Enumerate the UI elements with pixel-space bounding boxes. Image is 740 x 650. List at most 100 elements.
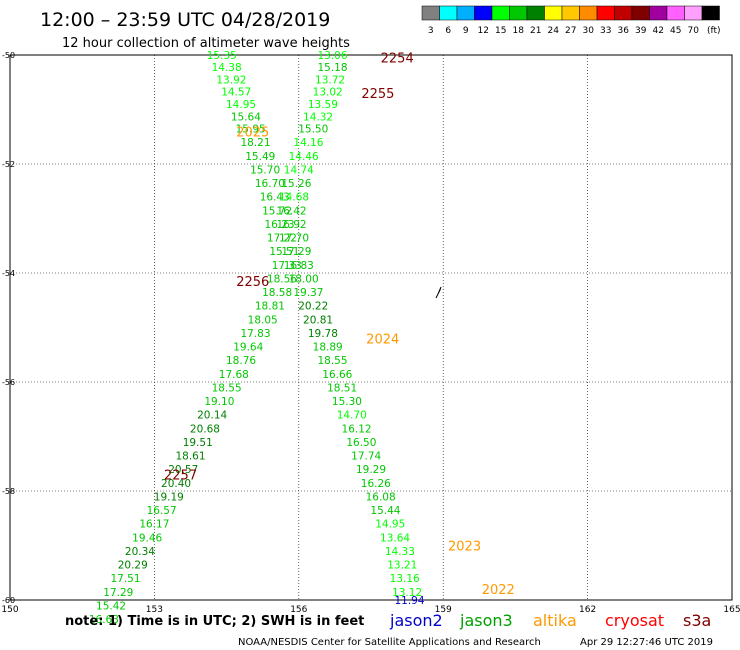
wave-height-value: 15.72 — [262, 205, 292, 217]
y-tick-label: -52 — [2, 160, 15, 169]
wave-height-value: 14.57 — [221, 87, 251, 99]
wave-height-value: 14.74 — [284, 164, 314, 176]
wave-height-value: 16.43 — [260, 192, 290, 204]
wave-height-value: 15.42 — [96, 600, 126, 612]
wave-height-value: 18.21 — [240, 137, 270, 149]
wave-height-value: 16.63 — [89, 614, 119, 626]
wave-height-value: 16.23 — [265, 219, 295, 231]
wave-height-value: 14.95 — [375, 519, 405, 531]
scale-label: 24 — [548, 26, 560, 36]
wave-height-value: 17.83 — [240, 328, 270, 340]
scale-label: 33 — [600, 26, 611, 36]
wave-height-value: 18.58 — [262, 287, 292, 299]
scale-label: 3 — [428, 26, 434, 36]
x-tick-label: 150 — [1, 605, 18, 615]
wave-height-value: 20.68 — [190, 423, 220, 435]
pass-label: 2255 — [361, 87, 394, 102]
scale-swatch — [649, 5, 668, 21]
wave-height-value: 13.72 — [315, 75, 345, 87]
x-tick-label: 165 — [723, 605, 740, 615]
wave-height-value: 19.64 — [233, 342, 263, 354]
pass-label: 2023 — [448, 540, 481, 555]
wave-height-value: 13.06 — [317, 50, 347, 62]
scale-swatch — [701, 5, 720, 21]
scale-label: (ft) — [707, 26, 721, 36]
wave-height-value: 14.16 — [293, 137, 323, 149]
wave-height-value: 14.95 — [226, 99, 256, 111]
wave-height-value: 16.17 — [139, 519, 169, 531]
wave-height-value: 20.29 — [118, 560, 148, 572]
scale-label: 18 — [513, 26, 525, 36]
wave-height-value: 15.95 — [236, 124, 266, 136]
wave-height-points: 15.3514.3813.9214.5714.9515.6415.9518.21… — [89, 50, 425, 626]
pass-labels: 2254 2255 2025 2256 2024 2257 2023 2022 — [164, 52, 515, 598]
x-tick-label: 156 — [290, 605, 307, 615]
scale-label: 39 — [635, 26, 647, 36]
wave-height-value: 19.51 — [183, 437, 213, 449]
wave-height-value: 14.46 — [289, 151, 319, 163]
wave-height-value: 16.08 — [366, 491, 396, 503]
y-tick-label: -60 — [2, 596, 15, 605]
wave-height-value: 13.12 — [392, 587, 422, 599]
chart-title: 12:00 – 23:59 UTC 04/28/2019 — [40, 9, 330, 31]
pass-label: 2256 — [236, 275, 269, 290]
scale-swatch — [526, 5, 545, 21]
pass-label: 2257 — [164, 469, 197, 484]
wave-height-value: 15.50 — [298, 124, 328, 136]
scale-swatch — [614, 5, 633, 21]
x-tick-label: 153 — [146, 605, 163, 615]
scale-swatch — [439, 5, 458, 21]
wave-height-value: 18.55 — [317, 355, 347, 367]
satellite-s3a: s3a — [683, 611, 711, 630]
scale-label: 9 — [463, 26, 469, 36]
pass-label: 2025 — [236, 125, 269, 140]
wave-height-value: 13.02 — [313, 87, 343, 99]
footer-note: note: 1) Time is in UTC; 2) SWH is in fe… — [65, 614, 364, 629]
wave-height-value: 17.29 — [103, 587, 133, 599]
wave-height-value: 15.51 — [269, 246, 299, 258]
wave-height-value: 14.68 — [279, 192, 309, 204]
plot-frame — [9, 54, 733, 601]
wave-height-value: 15.18 — [317, 62, 347, 74]
wave-height-value: 17.70 — [279, 233, 309, 245]
wave-height-color-scale: 3 6 9 12 15 18 21 24 27 30 33 36 39 42 45 70 (ft) — [421, 5, 721, 36]
wave-height-value: 15.49 — [245, 151, 275, 163]
scale-label: 45 — [670, 26, 681, 36]
scale-label: 27 — [565, 26, 576, 36]
wave-height-value: 19.78 — [308, 328, 338, 340]
pass-label: 2254 — [381, 52, 414, 67]
wave-height-value: 20.22 — [298, 301, 328, 313]
scale-swatch — [596, 5, 615, 21]
footer-timestamp: Apr 29 12:27:46 UTC 2019 — [580, 637, 713, 648]
wave-height-value: 17.22 — [267, 233, 297, 245]
wave-height-value: 16.70 — [255, 178, 285, 190]
y-tick-label: -54 — [2, 269, 15, 278]
scale-swatch — [491, 5, 510, 21]
scale-swatch — [509, 5, 528, 21]
scale-label: 6 — [445, 26, 451, 36]
wave-height-value: 18.55 — [212, 382, 242, 394]
chart-subtitle: 12 hour collection of altimeter wave hei… — [62, 36, 350, 51]
wave-height-value: 18.76 — [226, 355, 256, 367]
wave-height-value: 18.81 — [255, 301, 285, 313]
scale-label: 30 — [583, 26, 595, 36]
scale-label: 42 — [653, 26, 664, 36]
scale-label: 21 — [530, 26, 541, 36]
wave-height-value: 20.40 — [161, 478, 191, 490]
wave-height-value: 17.29 — [281, 246, 311, 258]
y-tick-label: -56 — [2, 378, 15, 387]
wave-height-value: 18.00 — [289, 273, 319, 285]
wave-height-value: 17.68 — [219, 369, 249, 381]
scale-swatch — [421, 5, 440, 21]
wave-height-value: 16.57 — [147, 505, 177, 517]
pass-label: 2022 — [482, 583, 515, 598]
wave-height-value: 15.30 — [332, 396, 362, 408]
scale-label: 36 — [618, 26, 630, 36]
wave-height-value: 16.66 — [322, 369, 352, 381]
wave-height-value: 16.83 — [284, 260, 314, 272]
scale-swatch — [544, 5, 563, 21]
wave-height-value: 15.64 — [231, 112, 261, 124]
scale-label: 12 — [478, 26, 489, 36]
wave-height-value: 16.26 — [361, 478, 391, 490]
